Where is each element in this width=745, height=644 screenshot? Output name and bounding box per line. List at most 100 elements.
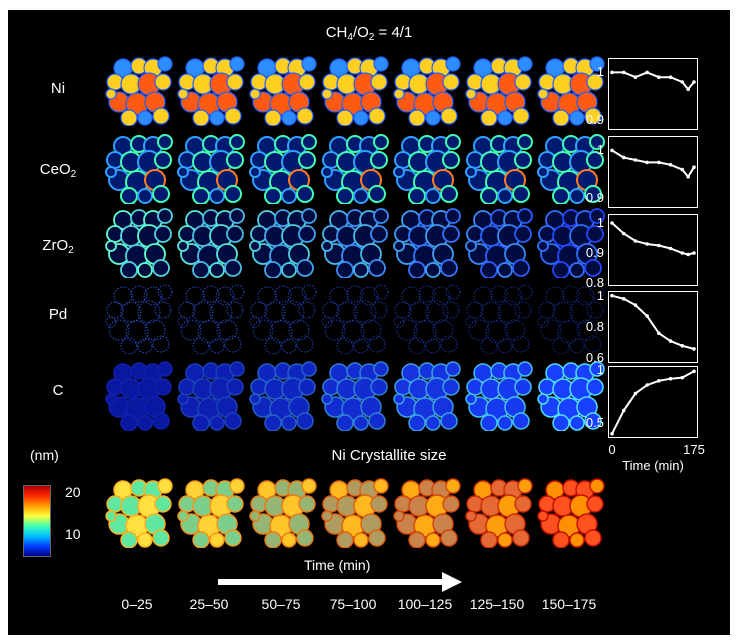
- ceo2-map: [393, 134, 461, 204]
- y-tick-label: 0.9: [585, 190, 604, 206]
- c-map: [465, 361, 533, 431]
- colorbar-tick-20: 20: [65, 484, 81, 500]
- data-point: [657, 160, 661, 165]
- ceo2-map: [465, 134, 533, 204]
- time-bin-label: 75–100: [329, 596, 377, 612]
- data-point: [686, 252, 690, 257]
- y-tick-label: 1: [596, 64, 604, 80]
- ni-map: [177, 56, 245, 126]
- data-point: [692, 165, 696, 169]
- data-point: [657, 75, 661, 79]
- c-map: [537, 361, 605, 431]
- data-point: [668, 163, 673, 167]
- pd-map: [177, 284, 245, 354]
- data-point: [645, 242, 649, 246]
- y-tick-label: 0.5: [585, 415, 604, 431]
- data-point: [668, 246, 673, 251]
- data-point: [686, 87, 690, 91]
- data-point: [621, 408, 626, 413]
- data-point: [645, 314, 649, 318]
- y-tick-label: 0.8: [585, 319, 604, 334]
- data-point: [621, 297, 626, 301]
- ceo2-map: [105, 134, 173, 204]
- colorbar-unit: (nm): [30, 447, 59, 463]
- crystallite-size-map: [105, 478, 173, 548]
- zro2-map: [249, 208, 317, 278]
- pd-map: [249, 284, 317, 354]
- plot-frame: [608, 366, 698, 438]
- line-plot-zro2: [608, 214, 698, 286]
- ceo2-map: [249, 134, 317, 204]
- data-point: [692, 369, 696, 374]
- data-point: [680, 343, 685, 348]
- row-label-pd: Pd: [48, 306, 68, 323]
- data-point: [645, 160, 649, 165]
- time-arrow-label: Time (min): [304, 557, 371, 573]
- line-plot-ceo2: [608, 136, 698, 208]
- c-map: [105, 361, 173, 431]
- data-point: [621, 155, 626, 160]
- pd-map: [321, 284, 389, 354]
- crystallite-size-map: [537, 478, 605, 548]
- data-point: [657, 331, 661, 336]
- series-line: [611, 222, 695, 256]
- data-point: [680, 251, 685, 255]
- figure-panel: CH4/O2 = 4/1 Ni CeO2 ZrO2 Pd C (nm) Ni C…: [8, 10, 730, 635]
- y-tick-label: 0.6: [585, 350, 604, 366]
- y-tick-label: 1: [596, 287, 604, 303]
- data-point: [645, 70, 649, 75]
- pd-map: [393, 284, 461, 354]
- ni-map: [105, 56, 173, 126]
- colorbar-tick-10: 10: [65, 526, 81, 542]
- y-tick-label: 1: [596, 215, 604, 230]
- crystallite-size-colorbar: [23, 485, 51, 557]
- pd-map: [465, 284, 533, 354]
- zro2-map: [105, 208, 173, 278]
- data-point: [633, 158, 638, 162]
- data-point: [686, 175, 690, 179]
- data-point: [692, 251, 696, 255]
- data-point: [621, 231, 626, 236]
- x-axis-label: Time (min): [622, 458, 684, 473]
- ceo2-map: [177, 134, 245, 204]
- y-tick-label: 0.9: [585, 112, 604, 128]
- data-point: [692, 80, 696, 84]
- data-point: [610, 70, 614, 75]
- zro2-map: [537, 208, 605, 278]
- y-tick-label: 0.9: [585, 245, 604, 260]
- zro2-map: [465, 208, 533, 278]
- row-label-ni: Ni: [50, 80, 66, 97]
- x-tick-label: 175: [683, 442, 705, 457]
- ni-map: [321, 56, 389, 126]
- plot-frame: [608, 291, 698, 363]
- row-label-c: C: [52, 382, 64, 399]
- time-bin-label: 50–75: [261, 596, 301, 612]
- crystallite-size-map: [321, 478, 389, 548]
- ni-map: [537, 56, 605, 126]
- x-tick-label: 0: [608, 442, 616, 457]
- data-point: [668, 339, 673, 343]
- crystallite-size-map: [249, 478, 317, 548]
- data-point: [610, 431, 614, 436]
- data-point: [680, 80, 685, 84]
- pd-map: [105, 284, 173, 354]
- c-map: [393, 361, 461, 431]
- zro2-map: [177, 208, 245, 278]
- series-line: [611, 294, 695, 350]
- figure-title: CH4/O2 = 4/1: [325, 24, 413, 43]
- data-point: [633, 391, 638, 396]
- line-plot-pd: [608, 291, 698, 363]
- time-bin-label: 125–150: [469, 596, 525, 612]
- zro2-map: [393, 208, 461, 278]
- time-bin-label: 150–175: [541, 596, 597, 612]
- time-bin-label: 0–25: [121, 596, 153, 612]
- series-line: [611, 370, 695, 435]
- plot-frame: [608, 136, 698, 208]
- crystallite-size-map: [465, 478, 533, 548]
- data-point: [633, 239, 638, 243]
- data-point: [692, 347, 696, 351]
- c-map: [177, 361, 245, 431]
- data-point: [668, 75, 673, 79]
- data-point: [680, 375, 685, 380]
- data-point: [610, 293, 614, 298]
